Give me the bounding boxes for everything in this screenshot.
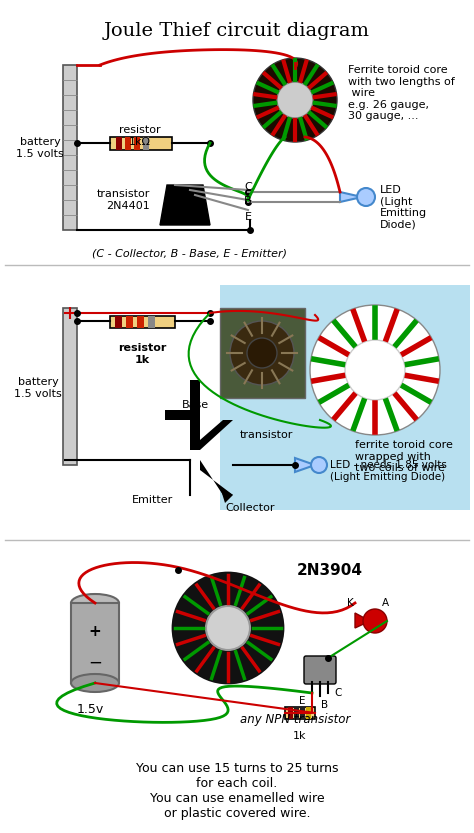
Text: 1.5v: 1.5v xyxy=(76,703,104,716)
Polygon shape xyxy=(220,487,233,503)
Circle shape xyxy=(247,338,277,368)
Text: LED
(Light
Emitting
Diode): LED (Light Emitting Diode) xyxy=(380,185,427,230)
Text: Emitter: Emitter xyxy=(132,495,173,505)
Bar xyxy=(190,380,200,450)
Bar xyxy=(110,137,172,150)
FancyBboxPatch shape xyxy=(304,656,336,684)
Circle shape xyxy=(173,573,283,683)
Bar xyxy=(294,707,299,719)
Bar xyxy=(300,707,305,719)
Text: any NPN transistor: any NPN transistor xyxy=(240,713,350,726)
Bar xyxy=(126,316,133,328)
Text: Collector: Collector xyxy=(225,503,274,513)
Text: resistor
1kΩ: resistor 1kΩ xyxy=(119,125,161,147)
Bar xyxy=(165,410,190,420)
Bar xyxy=(63,308,77,465)
Text: E: E xyxy=(245,212,252,222)
Text: LED - needs 1.85 volts
(Light Emitting Diode): LED - needs 1.85 volts (Light Emitting D… xyxy=(330,460,447,481)
Circle shape xyxy=(206,606,250,650)
Text: C: C xyxy=(334,688,342,698)
Circle shape xyxy=(310,305,440,435)
Polygon shape xyxy=(200,460,233,495)
Text: transistor
2N4401: transistor 2N4401 xyxy=(97,189,150,211)
Text: ferrite toroid core
wrapped with
two coils of wire: ferrite toroid core wrapped with two coi… xyxy=(355,440,453,473)
Circle shape xyxy=(357,188,375,206)
Text: Base: Base xyxy=(182,400,209,410)
Bar xyxy=(63,65,77,230)
Polygon shape xyxy=(200,420,233,450)
Text: +: + xyxy=(89,623,101,639)
Bar xyxy=(116,137,122,150)
Text: A: A xyxy=(382,598,389,608)
Bar xyxy=(285,707,315,719)
Circle shape xyxy=(363,609,387,633)
Bar xyxy=(115,316,122,328)
Circle shape xyxy=(277,82,313,118)
Bar xyxy=(134,137,140,150)
Bar xyxy=(288,707,293,719)
Text: 1k: 1k xyxy=(293,731,307,741)
Polygon shape xyxy=(160,185,210,225)
Polygon shape xyxy=(340,192,362,202)
Text: 2N3904: 2N3904 xyxy=(297,563,363,578)
Bar xyxy=(143,137,149,150)
Ellipse shape xyxy=(71,674,119,692)
Circle shape xyxy=(311,457,327,473)
Text: B: B xyxy=(244,196,252,206)
Bar xyxy=(71,603,119,683)
Text: E: E xyxy=(299,696,305,706)
Text: transistor: transistor xyxy=(240,430,293,440)
Bar xyxy=(148,316,155,328)
Text: Ferrite toroid core
with two lengths of
 wire
e.g. 26 gauge,
30 gauge, ...: Ferrite toroid core with two lengths of … xyxy=(348,65,455,122)
Text: B: B xyxy=(321,700,328,710)
Bar xyxy=(125,137,131,150)
Bar xyxy=(306,707,311,719)
Text: Joule Thief circuit diagram: Joule Thief circuit diagram xyxy=(104,22,370,40)
Bar xyxy=(220,308,305,398)
Text: resistor
1k: resistor 1k xyxy=(118,343,166,365)
Text: C: C xyxy=(244,182,252,192)
Bar xyxy=(137,316,144,328)
Text: battery
1.5 volts: battery 1.5 volts xyxy=(14,377,62,399)
Bar xyxy=(110,316,175,328)
Text: You can use 15 turns to 25 turns
for each coil.
You can use enamelled wire
or pl: You can use 15 turns to 25 turns for eac… xyxy=(136,762,338,820)
Bar xyxy=(220,285,470,510)
Circle shape xyxy=(253,58,337,142)
Text: (C - Collector, B - Base, E - Emitter): (C - Collector, B - Base, E - Emitter) xyxy=(92,248,288,258)
Ellipse shape xyxy=(71,594,119,612)
Text: K: K xyxy=(346,598,354,608)
Polygon shape xyxy=(295,458,315,472)
Circle shape xyxy=(345,340,405,400)
Text: battery
1.5 volts: battery 1.5 volts xyxy=(16,137,64,159)
Text: −: − xyxy=(88,654,102,672)
Polygon shape xyxy=(355,613,370,628)
Circle shape xyxy=(230,321,294,385)
